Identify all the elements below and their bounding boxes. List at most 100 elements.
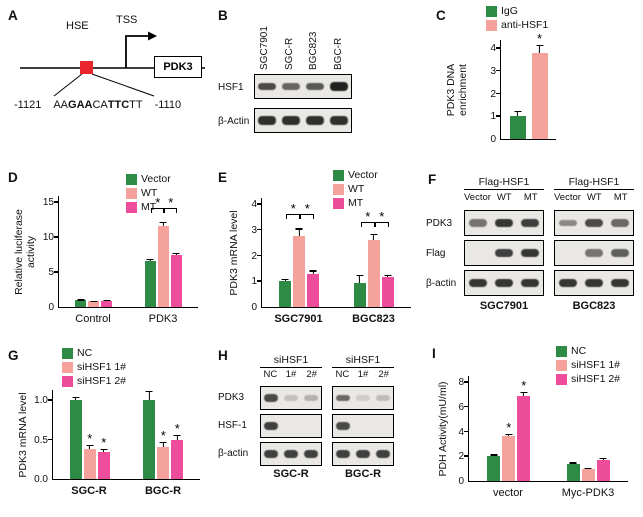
panel-c-label: C [436,8,446,23]
error-bar [370,233,378,241]
lane-labels-block2: NC 1# 2# [332,369,394,380]
significance-star: * [174,420,180,436]
panel-a: A HSE TSS PDK3 -1121 AAGAACATTCTT -1110 [8,6,213,136]
y-tick-mark [464,405,468,408]
y-tick-label: 0 [251,302,257,313]
y-tick-mark [257,228,261,231]
blot-row-label-bactin: β-Actin [218,116,250,127]
blot-sgcr-pdk3 [260,386,322,410]
protein-band [258,82,276,91]
legend-item: MT [333,196,378,210]
protein-band [306,82,324,91]
bar-vector [144,258,156,307]
bar-sihsf1-2# [596,458,610,481]
blot-sgcr-hsf1 [260,414,322,438]
y-tick-mark [257,280,261,282]
lane-label-nc: NC [263,369,278,380]
legend-item: siHSF1 1# [556,358,620,372]
y-tick-label: 6 [458,401,464,413]
tss-arrow [125,35,148,68]
legend-swatch [126,201,137,213]
error-bar [569,462,577,465]
error-bar [72,396,80,400]
protein-band [282,82,300,91]
bar-wt [367,233,380,307]
protein-band [330,82,348,91]
promoter-sequence-row: -1121 AAGAACATTCTT -1110 [14,99,181,111]
legend-swatch [62,347,73,359]
protein-band [283,450,299,458]
bar-group [353,233,394,307]
protein-band [335,394,351,402]
y-tick-mark [496,92,500,94]
blot-row-label-hsf-1: HSF-1 [218,420,247,431]
group-header-flag-hsf1-2: Flag-HSF1 [554,176,634,190]
panel-f: F Flag-HSF1 Vector WT MT Flag-HSF1 Vecto… [426,170,641,335]
bar-group: * * [143,390,184,479]
lane-label-vector: Vector [464,192,491,203]
legend-label: siHSF1 2# [77,375,127,387]
error-bar [90,300,98,302]
protein-band [520,248,540,258]
comparison-bracket [151,208,165,214]
bar-nc [143,390,156,479]
error-bar [77,299,85,301]
legend-label: WT [348,183,365,195]
legend-item: WT [333,182,378,196]
y-tick-label: 0.0 [34,474,48,485]
lane-label-2: 2# [378,369,389,380]
y-axis-label: PDK3 DNA enrichment [445,38,469,142]
legend-label: siHSF1 2# [571,373,621,385]
protein-band [283,395,299,401]
protein-band [610,278,630,288]
legend-label: Vector [348,169,378,181]
bar-group [144,221,182,307]
bar-sihsf1-2#: * [171,422,184,479]
bar-sihsf1-2#: * [97,436,110,479]
y-axis-label-line: Relative luciferase [13,209,25,295]
protein-band [584,218,604,228]
legend-swatch [126,173,137,185]
error-bar [86,445,94,449]
protein-band [263,422,279,430]
error-bar [172,253,180,256]
significance-star: * [168,195,174,211]
plot-area: 0 1 2 3 4 * * * * [251,198,411,313]
group-header-flag-hsf1-1: Flag-HSF1 [464,176,544,190]
legend-item: siHSF1 1# [62,360,126,374]
legend-label: siHSF1 1# [571,359,621,371]
panel-e-label: E [218,170,228,185]
error-bar [159,221,167,226]
legend-swatch [62,375,73,387]
legend-label: MT [348,197,364,209]
x-axis-label: BGC823 [352,313,395,325]
legend-swatch [126,187,137,199]
y-tick-label: 0 [490,134,496,145]
legend-label: NC [571,345,587,357]
y-tick-label: 4 [251,199,257,210]
cell-line-bgc823: BGC823 [572,300,616,312]
y-tick-label: 15 [42,197,54,208]
bar-mt [307,270,320,307]
protein-band [330,116,348,125]
bar-group: * * [487,379,531,481]
blot-sgc7901-pdk3 [464,210,544,236]
bar-group: * [509,32,548,139]
comparison-bracket [360,222,375,228]
panel-e: E Vector WT MT PDK3 mRNA level 0 1 2 3 4 * * * * S… [213,168,423,340]
lane-labels-block1: NC 1# 2# [260,369,322,380]
protein-band [584,249,604,257]
legend: NC siHSF1 1# siHSF1 2# [62,346,126,388]
y-tick-mark [48,399,52,401]
x-axis-labels: Control PDK3 [58,310,198,325]
significance-star: * [521,377,527,393]
y-tick-mark [257,203,261,205]
blot-bgc823-pdk3 [554,210,634,236]
legend-label: siHSF1 1# [77,361,127,373]
error-bar [384,274,392,278]
protein-band [610,249,630,257]
legend: Vector WT MT [126,172,171,214]
protein-band [558,219,578,227]
group-header-sihsf1-2: siHSF1 [332,354,394,368]
blot-row-label-bactin: β-actin [426,278,457,289]
